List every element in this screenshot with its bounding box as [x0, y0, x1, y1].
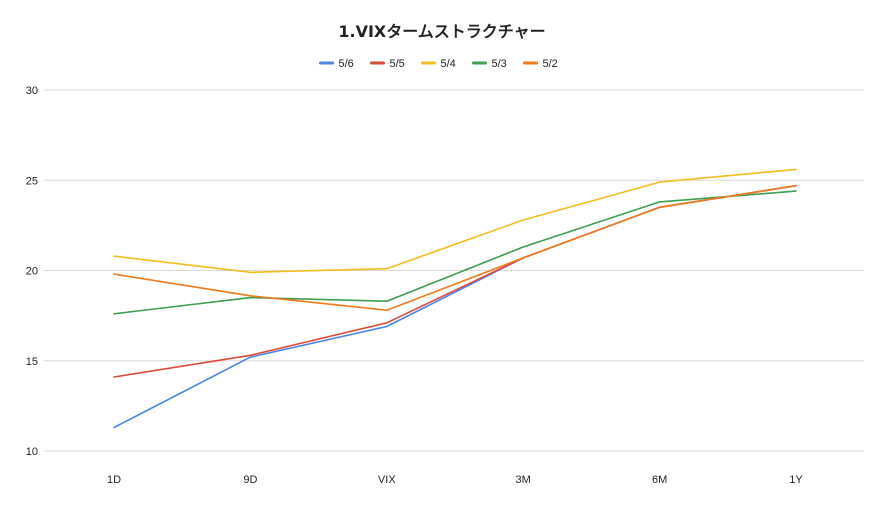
x-tick-label: 6M: [652, 474, 667, 486]
x-axis: 1D 9D VIX 3M 6M 1Y: [107, 474, 803, 486]
series-line-5-6: [113, 184, 797, 429]
series-line-5-5: [113, 184, 797, 378]
legend-label: 5/3: [492, 58, 507, 70]
x-tick-label: VIX: [378, 474, 396, 486]
legend-label: 5/6: [339, 58, 354, 70]
legend-item: 5/2: [523, 58, 558, 70]
x-tick-label: 3M: [516, 474, 531, 486]
legend-item: 5/4: [421, 58, 456, 70]
x-tick-label: 9D: [243, 474, 257, 486]
x-tick-label: 1Y: [789, 474, 803, 486]
y-tick-label: 10: [26, 446, 38, 458]
legend-item: 5/3: [472, 58, 507, 70]
series-line-5-2: [113, 184, 797, 312]
y-tick-label: 20: [26, 266, 38, 278]
series-line-5-4: [113, 168, 797, 274]
y-tick-label: 25: [26, 175, 38, 187]
legend-label: 5/2: [543, 58, 558, 70]
legend-item: 5/5: [370, 58, 405, 70]
grid: [44, 89, 864, 452]
legend-label: 5/5: [390, 58, 405, 70]
y-axis: 10 15 20 25 30: [26, 85, 38, 458]
y-tick-label: 15: [26, 356, 38, 368]
legend: 5/6 5/5 5/4 5/3 5/2: [319, 58, 558, 70]
chart-title: 1.VIXタームストラクチャー: [338, 22, 545, 41]
legend-item: 5/6: [319, 58, 354, 70]
series-group: [113, 168, 797, 429]
series-line-5-3: [113, 190, 797, 315]
legend-label: 5/4: [441, 58, 456, 70]
y-tick-label: 30: [26, 85, 38, 97]
x-tick-label: 1D: [107, 474, 121, 486]
